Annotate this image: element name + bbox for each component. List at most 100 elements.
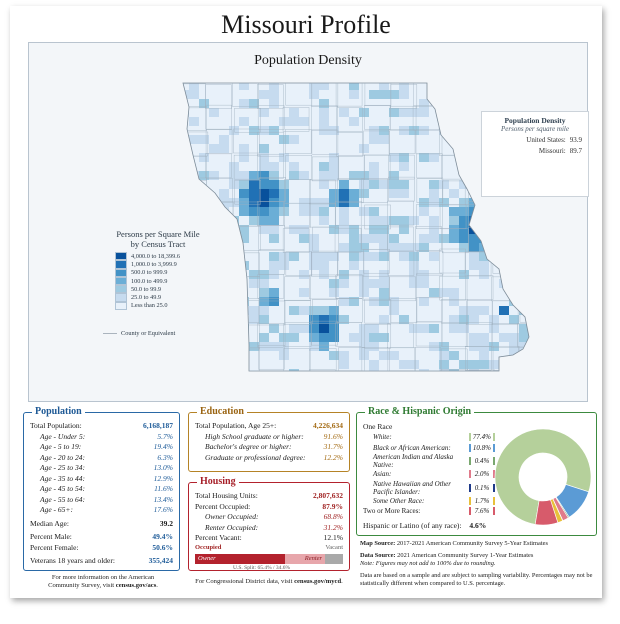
percent-male-value: 49.4% — [152, 532, 173, 541]
census-tract — [529, 270, 539, 279]
census-tract — [449, 153, 459, 162]
race-row-3: Asian: 2.0% — [363, 469, 495, 480]
census-tract — [339, 162, 349, 171]
census-tract — [509, 234, 519, 243]
census-tract — [419, 324, 429, 333]
census-tract — [389, 261, 399, 270]
census-tract — [369, 90, 379, 99]
census-tract — [259, 360, 269, 369]
acs-link[interactable]: census.gov/acs — [115, 582, 157, 589]
census-tract — [189, 117, 199, 126]
census-tract — [439, 171, 449, 180]
census-tract — [259, 117, 269, 126]
county-boundary — [311, 105, 338, 131]
infobox-us-label: United States: — [526, 136, 566, 144]
census-tract — [349, 83, 359, 90]
census-tract — [259, 189, 269, 198]
census-tract — [449, 324, 459, 333]
census-tract — [479, 198, 489, 207]
county-boundary — [183, 346, 208, 371]
census-tract — [299, 369, 309, 371]
census-tract — [349, 324, 359, 333]
census-tract — [499, 207, 509, 216]
census-tract — [269, 234, 279, 243]
census-tract — [469, 279, 479, 288]
census-tract — [279, 153, 289, 162]
census-tract — [519, 252, 529, 261]
county-boundary — [389, 276, 416, 302]
census-tract — [199, 216, 209, 225]
census-tract — [469, 333, 479, 342]
census-tract — [279, 99, 289, 108]
census-tract — [299, 99, 309, 108]
census-tract — [259, 279, 269, 288]
census-tract — [419, 171, 429, 180]
census-tract — [529, 225, 539, 234]
census-tract — [489, 279, 499, 288]
census-tract — [229, 180, 239, 189]
census-tract — [419, 126, 429, 135]
census-tract — [189, 360, 199, 369]
census-tract — [339, 234, 349, 243]
census-tract — [279, 126, 289, 135]
census-tract — [399, 189, 409, 198]
census-tract — [439, 198, 449, 207]
census-tract — [439, 153, 449, 162]
county-boundary — [285, 251, 313, 276]
census-tract — [329, 216, 339, 225]
county-boundary — [387, 323, 414, 349]
census-tract — [389, 198, 399, 207]
census-tract — [419, 117, 429, 126]
county-boundary — [206, 373, 232, 397]
census-tract — [183, 216, 189, 225]
hispanic-label: Hispanic or Latino (of any race): — [363, 520, 462, 530]
census-tract — [369, 126, 379, 135]
census-tract — [379, 108, 389, 117]
county-boundary — [337, 251, 365, 277]
census-tract — [289, 306, 299, 315]
census-tract — [489, 297, 499, 306]
census-tract — [349, 297, 359, 306]
census-tract — [229, 90, 239, 99]
county-boundary — [364, 324, 392, 349]
county-boundary — [232, 83, 259, 107]
age-label: Age - 45 to 54: — [40, 484, 85, 493]
mycd-link[interactable]: census.gov/mycd — [294, 578, 342, 585]
census-tract — [459, 153, 469, 162]
census-tract — [183, 171, 189, 180]
census-tract — [349, 126, 359, 135]
census-tract — [459, 297, 469, 306]
census-tract — [309, 144, 319, 153]
census-tract — [359, 180, 369, 189]
census-tract — [209, 360, 219, 369]
census-tract — [209, 153, 219, 162]
census-tract — [269, 216, 279, 225]
census-tract — [419, 369, 429, 371]
census-tract — [379, 144, 389, 153]
county-boundary — [284, 276, 311, 301]
census-tract — [239, 99, 249, 108]
county-boundary — [257, 322, 284, 348]
census-tract — [469, 315, 479, 324]
census-tract — [399, 99, 409, 108]
census-tract — [519, 83, 529, 90]
census-tract — [439, 83, 449, 90]
census-tract — [469, 288, 479, 297]
census-tract — [219, 117, 229, 126]
census-tract — [319, 324, 329, 333]
infobox-subheading: Persons per square mile — [501, 125, 569, 133]
census-tract — [189, 99, 199, 108]
map-source-label: Map Source: — [360, 540, 396, 547]
census-tract — [449, 99, 459, 108]
census-tract — [299, 216, 309, 225]
census-tract — [309, 261, 319, 270]
census-tract — [429, 126, 439, 135]
census-tract — [359, 342, 369, 351]
census-tract — [439, 243, 449, 252]
census-tract — [349, 369, 359, 371]
census-tract — [409, 297, 419, 306]
county-boundary — [183, 369, 209, 371]
census-tract — [529, 99, 539, 108]
county-boundary — [334, 200, 362, 226]
race-row-1: Black or African American: 10.8% — [363, 443, 495, 454]
